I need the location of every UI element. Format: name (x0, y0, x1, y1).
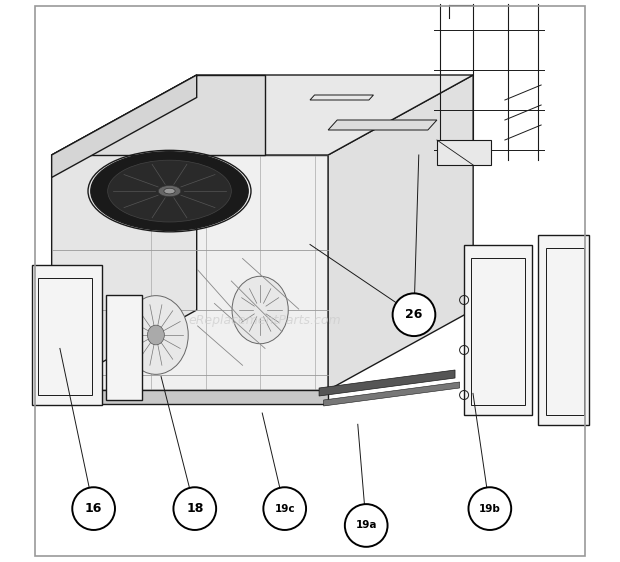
Circle shape (392, 293, 435, 336)
Text: eReplacementParts.com: eReplacementParts.com (188, 314, 342, 327)
Polygon shape (464, 245, 532, 415)
Polygon shape (32, 265, 102, 405)
Polygon shape (319, 370, 455, 396)
Ellipse shape (91, 152, 248, 230)
Ellipse shape (148, 325, 164, 345)
Polygon shape (51, 155, 328, 390)
Polygon shape (51, 75, 265, 155)
Text: 26: 26 (405, 308, 423, 321)
Circle shape (73, 487, 115, 530)
Ellipse shape (232, 277, 288, 344)
Ellipse shape (108, 160, 231, 222)
Polygon shape (51, 390, 328, 404)
Polygon shape (51, 75, 197, 390)
Polygon shape (51, 75, 473, 155)
Text: 18: 18 (186, 502, 203, 515)
Ellipse shape (164, 188, 175, 194)
Polygon shape (328, 75, 473, 390)
Polygon shape (437, 140, 491, 165)
Polygon shape (538, 235, 589, 425)
Polygon shape (328, 120, 437, 130)
Text: 19a: 19a (355, 520, 377, 531)
Circle shape (264, 487, 306, 530)
Ellipse shape (158, 185, 181, 197)
Circle shape (469, 487, 512, 530)
Polygon shape (324, 382, 459, 406)
Text: 16: 16 (85, 502, 102, 515)
Polygon shape (51, 75, 197, 178)
Text: 19c: 19c (275, 504, 295, 514)
Circle shape (174, 487, 216, 530)
Text: 19b: 19b (479, 504, 501, 514)
Ellipse shape (123, 296, 188, 374)
Circle shape (345, 504, 388, 547)
Polygon shape (106, 295, 143, 400)
